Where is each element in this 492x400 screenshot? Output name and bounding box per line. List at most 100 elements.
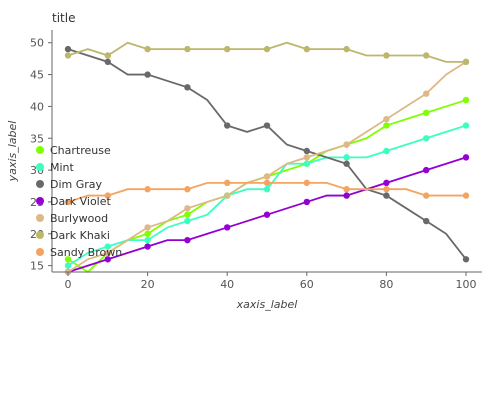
data-point-dark-khaki — [224, 45, 231, 53]
x-tick-label: 80 — [379, 278, 393, 291]
legend-label: Dark Khaki — [50, 229, 110, 242]
data-point-dim-gray — [462, 256, 470, 263]
data-point-burlywood — [383, 115, 390, 123]
data-point-dark-khaki — [383, 52, 390, 59]
data-point-dark-khaki — [462, 58, 470, 66]
data-point-mint — [383, 147, 390, 155]
data-point-burlywood — [144, 224, 151, 231]
data-point-mint — [263, 186, 271, 193]
data-point-sandy-brown — [383, 186, 390, 193]
x-tick-label: 0 — [65, 278, 72, 291]
data-point-dim-gray — [104, 58, 112, 66]
x-tick-label: 60 — [300, 278, 314, 291]
data-point-dim-gray — [64, 45, 72, 53]
data-point-mint — [104, 243, 112, 250]
legend-swatch — [36, 214, 44, 222]
data-point-dark-violet — [144, 243, 151, 250]
data-point-dim-gray — [263, 122, 271, 129]
legend-swatch — [36, 248, 44, 256]
data-point-sandy-brown — [263, 179, 271, 187]
data-point-dark-violet — [104, 256, 112, 263]
data-point-chartreuse — [423, 109, 430, 116]
data-point-mint — [144, 236, 151, 244]
data-point-dark-khaki — [263, 45, 271, 53]
data-point-dim-gray — [423, 217, 430, 225]
y-tick-label: 15 — [30, 260, 44, 273]
data-point-burlywood — [343, 141, 350, 148]
data-point-sandy-brown — [144, 186, 151, 193]
data-point-chartreuse — [64, 256, 72, 263]
plot-markers — [64, 45, 470, 276]
data-point-mint — [303, 160, 310, 167]
y-tick-label: 35 — [30, 132, 44, 145]
x-ticks: 0 20 40 60 80 100 — [65, 272, 477, 291]
data-point-burlywood — [303, 154, 310, 161]
legend-swatch — [36, 146, 44, 154]
data-point-dim-gray — [303, 147, 310, 155]
data-point-dark-violet — [263, 211, 271, 218]
y-tick-label: 50 — [30, 37, 44, 50]
data-point-sandy-brown — [462, 192, 470, 199]
data-point-sandy-brown — [104, 192, 112, 199]
data-point-sandy-brown — [224, 179, 231, 187]
data-point-dark-khaki — [184, 45, 191, 53]
data-point-mint — [423, 135, 430, 142]
data-point-chartreuse — [184, 211, 191, 218]
y-tick-label: 40 — [30, 100, 44, 113]
data-point-dark-violet — [383, 179, 390, 187]
data-point-mint — [184, 217, 191, 225]
data-point-burlywood — [263, 173, 271, 180]
data-point-sandy-brown — [423, 192, 430, 199]
data-point-burlywood — [104, 249, 112, 257]
y-ticks: 1520253035404550 — [30, 37, 52, 273]
data-point-dark-violet — [184, 236, 191, 244]
data-point-burlywood — [423, 90, 430, 97]
data-point-dim-gray — [144, 71, 151, 78]
legend-swatch — [36, 197, 44, 205]
data-point-chartreuse — [144, 230, 151, 237]
data-point-dark-khaki — [144, 45, 151, 53]
legend-label: Mint — [50, 161, 75, 174]
legend-swatch — [36, 231, 44, 239]
chart-title: title — [52, 11, 75, 25]
y-tick-label: 45 — [30, 69, 44, 82]
x-tick-label: 20 — [141, 278, 155, 291]
data-point-dark-khaki — [303, 45, 310, 53]
plot-lines — [67, 41, 467, 274]
data-point-dark-violet — [462, 154, 470, 161]
data-point-dark-khaki — [64, 52, 72, 59]
data-point-dark-violet — [423, 166, 430, 174]
data-point-dark-khaki — [104, 52, 112, 59]
legend: Chartreuse Mint Dim Gray Dark Violet Burlywo… — [36, 144, 122, 259]
data-point-sandy-brown — [64, 198, 72, 206]
data-point-mint — [343, 154, 350, 161]
data-point-dark-khaki — [423, 52, 430, 59]
series-line-burlywood — [67, 61, 467, 273]
legend-label: Dark Violet — [50, 195, 111, 208]
data-point-mint — [462, 122, 470, 129]
legend-label: Burlywood — [50, 212, 108, 225]
legend-label: Sandy Brown — [50, 246, 122, 259]
data-point-burlywood — [224, 192, 231, 199]
series-line-mint — [67, 124, 467, 267]
data-point-dark-violet — [303, 198, 310, 206]
x-tick-label: 40 — [220, 278, 234, 291]
data-point-burlywood — [184, 205, 191, 212]
data-point-mint — [64, 262, 72, 269]
data-point-dim-gray — [224, 122, 231, 129]
legend-label: Chartreuse — [50, 144, 111, 157]
data-point-dim-gray — [184, 84, 191, 91]
series-line-dim-gray — [67, 48, 467, 260]
y-axis-title: yaxis_label — [6, 121, 19, 183]
data-point-sandy-brown — [184, 186, 191, 193]
data-point-dark-khaki — [343, 45, 350, 53]
data-point-dark-violet — [224, 224, 231, 231]
data-point-chartreuse — [462, 96, 470, 104]
legend-label: Dim Gray — [50, 178, 103, 191]
data-point-dim-gray — [383, 192, 390, 199]
x-tick-label: 100 — [456, 278, 477, 291]
data-point-chartreuse — [383, 122, 390, 129]
data-point-sandy-brown — [343, 186, 350, 193]
legend-swatch — [36, 180, 44, 188]
